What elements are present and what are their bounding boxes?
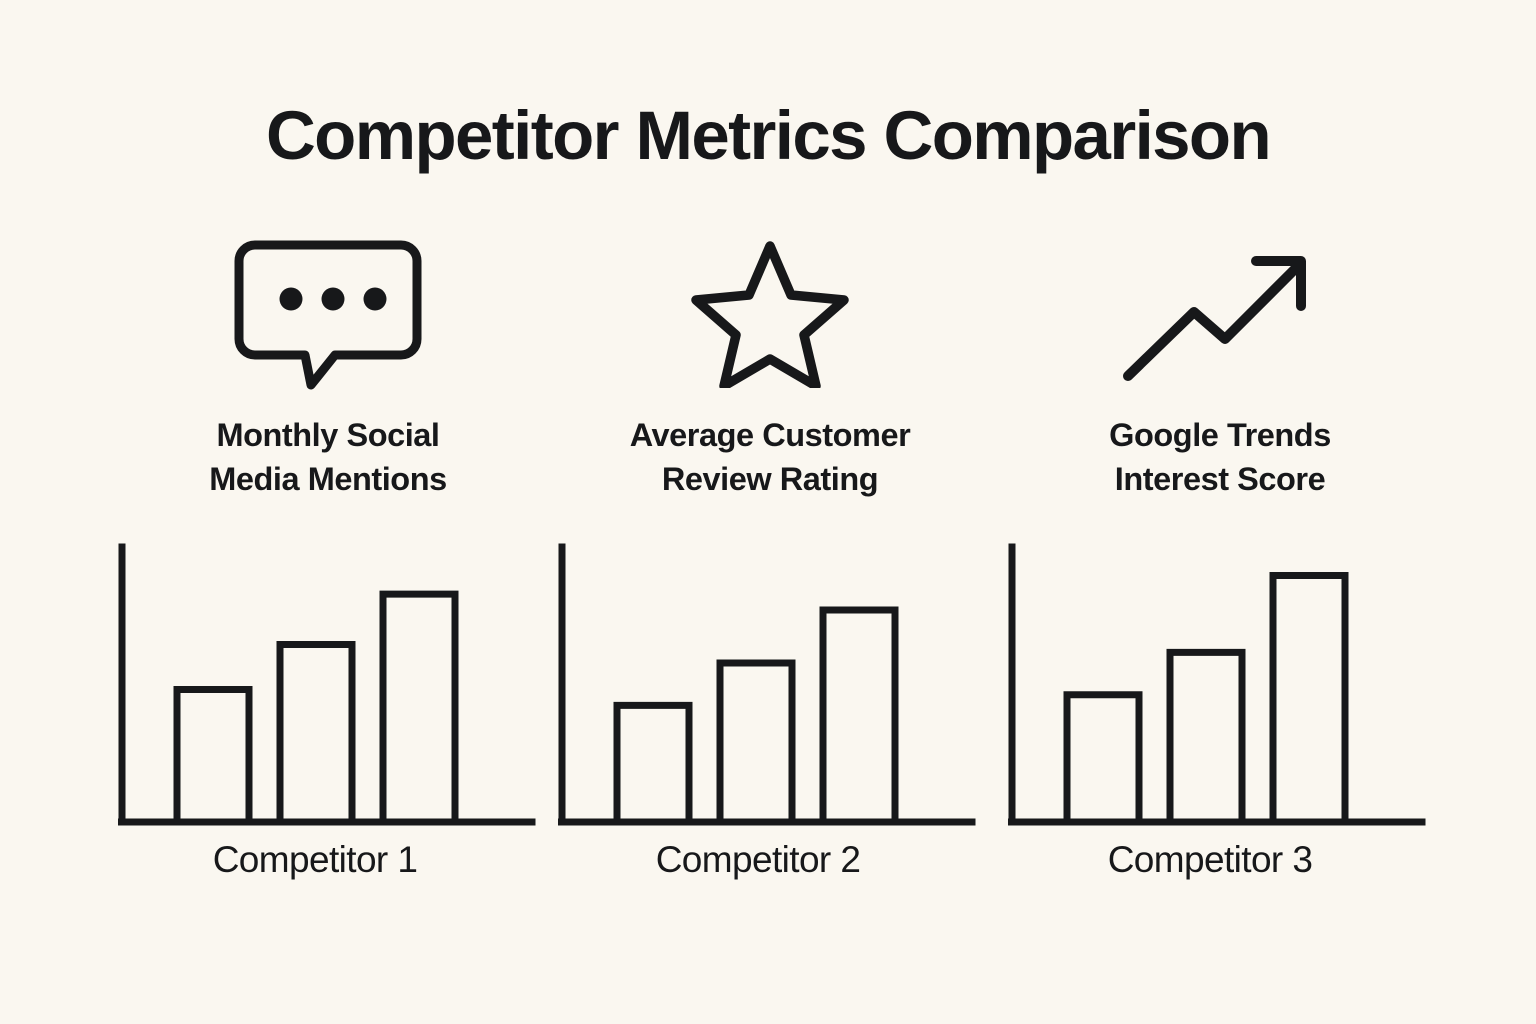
metric-column-3: Google Trends Interest Score <box>1010 230 1430 501</box>
metric-label-2: Average Customer Review Rating <box>560 413 980 501</box>
bar-chart-3 <box>1008 540 1428 840</box>
competitor-label-1: Competitor 1 <box>212 839 418 880</box>
competitor-label-2: Competitor 2 <box>655 839 861 880</box>
metric-label-1-line1: Monthly Social <box>216 417 440 453</box>
star-icon <box>560 230 980 395</box>
speech-bubble-icon <box>118 230 538 395</box>
metric-label-3: Google Trends Interest Score <box>1010 413 1430 501</box>
competitor-label-3: Competitor 3 <box>1107 839 1313 880</box>
bar-3 <box>379 590 459 822</box>
bar-2 <box>1166 648 1246 822</box>
page-title: Competitor Metrics Comparison <box>265 97 1272 174</box>
bar-chart-1 <box>118 540 538 840</box>
bar-2 <box>276 640 356 822</box>
bar-chart-2 <box>558 540 978 840</box>
bar-1 <box>1063 691 1143 822</box>
metric-label-3-line2: Interest Score <box>1114 461 1326 497</box>
metric-label-1-line2: Media Mentions <box>209 461 447 497</box>
metric-label-2-line1: Average Customer <box>629 417 911 453</box>
bar-2 <box>716 659 796 822</box>
trending-up-arrow-icon <box>1010 230 1430 395</box>
metric-column-2: Average Customer Review Rating <box>560 230 980 501</box>
metric-label-2-line2: Review Rating <box>661 461 879 497</box>
bar-1 <box>613 701 693 822</box>
bar-1 <box>173 686 253 822</box>
bar-3 <box>819 606 899 822</box>
metric-label-1: Monthly Social Media Mentions <box>118 413 538 501</box>
metric-label-3-line1: Google Trends <box>1109 417 1331 453</box>
metric-column-1: Monthly Social Media Mentions <box>118 230 538 501</box>
bar-3 <box>1269 572 1349 822</box>
